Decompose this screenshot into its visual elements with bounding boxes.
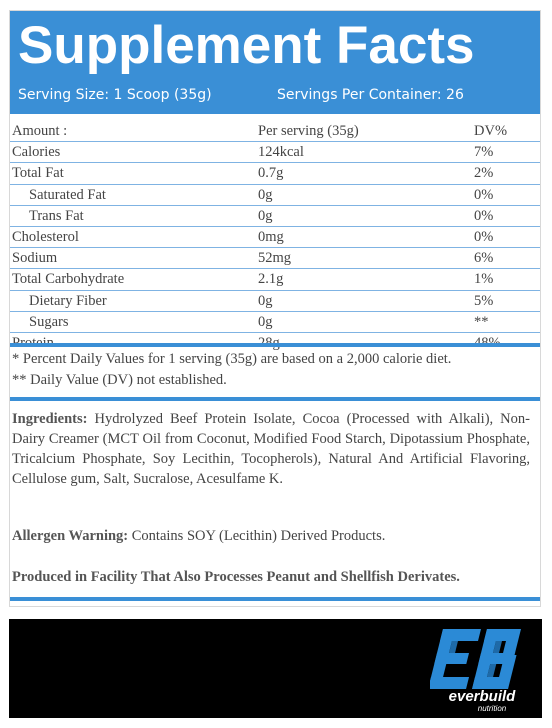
table-row: Dietary Fiber 0g 5%: [10, 291, 540, 312]
header-per-serving: Per serving (35g): [258, 123, 359, 139]
table-header-row: Amount : Per serving (35g) DV%: [10, 121, 540, 143]
divider: [10, 397, 540, 401]
logo-letter-shadow: [449, 641, 503, 677]
everbuild-logo: everbuild nutrition: [430, 629, 522, 713]
logo-brand-top: everbuild: [449, 688, 517, 705]
nutrient-amount: 124kcal: [258, 144, 304, 161]
nutrient-dv: 2%: [474, 165, 494, 182]
table-row: Trans Fat 0g 0%: [10, 206, 540, 227]
table-row: Cholesterol 0mg 0%: [10, 227, 540, 249]
ingredients-list: Hydrolyzed Beef Protein Isolate, Cocoa (…: [12, 411, 530, 487]
nutrient-name: Calories: [12, 144, 61, 161]
nutrient-amount: 0.7g: [258, 165, 284, 182]
ingredients-label: Ingredients:: [12, 411, 88, 427]
nutrient-amount: 52mg: [258, 250, 292, 267]
header-dv: DV%: [474, 123, 508, 139]
serving-size: Serving Size: 1 Scoop (35g): [18, 87, 212, 103]
nutrient-dv: 5%: [474, 292, 494, 309]
nutrient-name: Saturated Fat: [29, 186, 106, 203]
nutrition-table: Amount : Per serving (35g) DV% Calories …: [10, 121, 540, 353]
table-row: Sugars 0g **: [10, 312, 540, 333]
nutrient-amount: 0g: [258, 207, 273, 224]
divider: [10, 343, 540, 347]
table-row: Total Fat 0.7g 2%: [10, 163, 540, 185]
nutrient-amount: 0mg: [258, 228, 284, 245]
facts-header: Supplement Facts Serving Size: 1 Scoop (…: [10, 11, 540, 114]
nutrient-dv: 6%: [474, 250, 494, 267]
nutrient-name: Dietary Fiber: [29, 292, 107, 309]
table-row: Saturated Fat 0g 0%: [10, 185, 540, 206]
nutrient-name: Cholesterol: [12, 228, 79, 245]
header-amount: Amount :: [12, 123, 68, 139]
nutrient-amount: 0g: [258, 313, 273, 330]
nutrient-name: Sodium: [12, 250, 58, 267]
table-row: Calories 124kcal 7%: [10, 142, 540, 164]
logo-brand-bottom: nutrition: [478, 704, 507, 713]
nutrient-name: Sugars: [29, 313, 69, 330]
nutrient-dv: 7%: [474, 144, 494, 161]
nutrient-dv: 0%: [474, 186, 494, 203]
servings-per-container: Servings Per Container: 26: [277, 87, 464, 103]
table-row: Sodium 52mg 6%: [10, 248, 540, 270]
allergen-warning: Allergen Warning: Contains SOY (Lecithin…: [12, 528, 385, 545]
nutrient-name: Total Carbohydrate: [12, 271, 125, 288]
nutrient-amount: 0g: [258, 186, 273, 203]
table-row: Total Carbohydrate 2.1g 1%: [10, 269, 540, 291]
nutrient-amount: 0g: [258, 292, 273, 309]
nutrient-name: Trans Fat: [29, 207, 84, 224]
nutrient-name: Total Fat: [12, 165, 64, 182]
nutrient-dv: 1%: [474, 271, 494, 288]
nutrient-dv: 0%: [474, 228, 494, 245]
facility-warning: Produced in Facility That Also Processes…: [12, 569, 460, 585]
facts-title: Supplement Facts: [18, 16, 475, 75]
nutrient-dv: **: [474, 313, 489, 330]
dv-footnote: * Percent Daily Values for 1 serving (35…: [12, 351, 452, 367]
brand-footer: everbuild nutrition: [9, 619, 542, 718]
allergen-label: Allergen Warning:: [12, 528, 129, 544]
nutrient-amount: 2.1g: [258, 271, 284, 288]
allergen-text: Contains SOY (Lecithin) Derived Products…: [128, 528, 386, 544]
nutrient-dv: 0%: [474, 207, 494, 224]
supplement-facts-panel: Supplement Facts Serving Size: 1 Scoop (…: [9, 10, 541, 607]
dv-not-established-note: ** Daily Value (DV) not established.: [12, 372, 227, 388]
ingredients-text: Ingredients: Hydrolyzed Beef Protein Iso…: [12, 409, 530, 489]
divider: [10, 597, 540, 601]
logo-letter-b: [472, 629, 522, 689]
logo-letter-e: [430, 629, 482, 689]
